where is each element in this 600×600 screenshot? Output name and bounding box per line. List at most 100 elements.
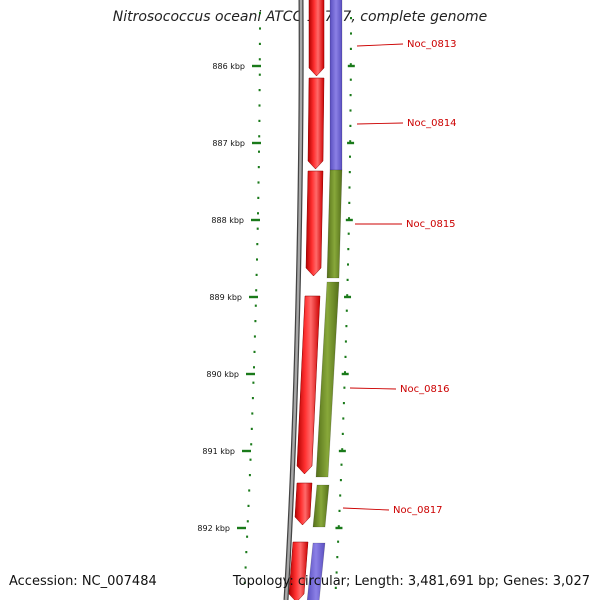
- minor-tick-dot: [255, 273, 258, 276]
- minor-tick-dot: [342, 417, 345, 420]
- cds-arrow: [305, 170, 324, 277]
- gene-label: Noc_0815: [406, 219, 456, 230]
- major-tick: [237, 526, 246, 530]
- minor-tick-dot: [344, 340, 347, 343]
- minor-tick-dot: [341, 448, 344, 451]
- major-tick-right: [347, 141, 355, 145]
- major-tick: [252, 141, 261, 145]
- minor-tick-dot: [257, 166, 260, 169]
- minor-tick-dot: [350, 17, 352, 20]
- minor-tick-dot: [247, 504, 250, 507]
- gene-leader-line: [356, 122, 404, 125]
- minor-tick-dot: [257, 212, 259, 215]
- minor-tick-dot: [341, 432, 344, 435]
- minor-tick-dot: [337, 540, 340, 543]
- minor-tick-dot: [349, 109, 352, 112]
- gene-label: Noc_0816: [400, 384, 450, 395]
- major-tick: [246, 372, 255, 376]
- major-tick-right: [335, 526, 343, 530]
- minor-tick-dot: [253, 366, 255, 369]
- major-tick-right: [338, 449, 346, 453]
- gene-label: Noc_0813: [407, 39, 457, 50]
- minor-tick-dot: [259, 12, 261, 15]
- minor-tick-dot: [250, 427, 253, 430]
- minor-tick-dot: [258, 89, 261, 92]
- cds-track: [288, 0, 325, 600]
- minor-tick-dot: [348, 201, 351, 204]
- minor-tick-dot: [248, 474, 251, 477]
- minor-tick-dot: [349, 78, 352, 81]
- minor-tick-dot: [347, 263, 349, 266]
- minor-tick-dot: [346, 278, 349, 281]
- major-tick-track: 886 kbp 887 kbp 888 kbp 889 kbp 890 kbp 891 k…: [197, 62, 355, 533]
- minor-tick-track-right: [334, 17, 352, 589]
- minor-tick-dot: [251, 397, 254, 400]
- minor-tick-dot: [348, 186, 351, 189]
- minor-tick-dot: [256, 227, 259, 230]
- major-tick: [249, 295, 258, 299]
- minor-tick-dot: [337, 525, 340, 528]
- major-tick-right: [347, 64, 355, 68]
- minor-tick-dot: [250, 443, 253, 446]
- minor-tick-dot: [258, 135, 261, 138]
- topology-summary: Topology: circular; Length: 3,481,691 bp…: [232, 574, 590, 589]
- minor-tick-dot: [349, 63, 352, 66]
- minor-tick-dot: [258, 119, 261, 122]
- minor-tick-dot: [243, 581, 246, 584]
- kbp-tick-label: 888 kbp: [211, 216, 244, 225]
- minor-tick-dot: [349, 124, 352, 127]
- minor-tick-dot: [343, 386, 346, 389]
- cds-arrow: [288, 541, 309, 600]
- minor-tick-dot: [335, 571, 338, 574]
- strand-segment-blue: [306, 542, 326, 600]
- minor-tick-dot: [258, 150, 260, 153]
- minor-tick-dot: [256, 243, 259, 246]
- minor-tick-dot: [259, 27, 261, 30]
- minor-tick-dot: [349, 94, 352, 97]
- minor-tick-dot: [349, 155, 351, 158]
- major-tick: [251, 218, 260, 222]
- minor-tick-dot: [349, 47, 352, 50]
- minor-tick-dot: [253, 350, 256, 353]
- minor-tick-dot: [257, 181, 260, 184]
- minor-tick-dot: [249, 458, 252, 461]
- minor-tick-dot: [244, 566, 247, 569]
- minor-tick-dot: [252, 381, 255, 384]
- strand-track: [306, 0, 343, 600]
- accession-label: Accession: NC_007484: [9, 574, 157, 589]
- minor-tick-dot: [342, 402, 345, 405]
- minor-tick-dot: [339, 479, 342, 482]
- minor-tick-dot: [348, 171, 351, 174]
- strand-segment-green: [315, 281, 340, 478]
- kbp-tick-label: 890 kbp: [206, 370, 239, 379]
- minor-tick-dot: [255, 289, 258, 292]
- minor-tick-dot: [248, 489, 251, 492]
- minor-tick-dot: [345, 309, 348, 312]
- major-tick: [242, 449, 251, 453]
- minor-tick-dot: [350, 32, 352, 35]
- minor-tick-track-left: [243, 12, 261, 584]
- minor-tick-dot: [347, 232, 350, 235]
- gene-label: Noc_0817: [393, 505, 443, 516]
- minor-tick-dot: [344, 371, 346, 374]
- minor-tick-dot: [245, 551, 248, 554]
- strand-segment-green: [312, 484, 330, 528]
- minor-tick-dot: [334, 586, 337, 589]
- minor-tick-dot: [336, 556, 339, 559]
- major-tick-right: [345, 218, 353, 222]
- gene-leader-line: [356, 43, 404, 47]
- minor-tick-dot: [347, 248, 350, 251]
- gene-label-track: Noc_0813 Noc_0814 Noc_0815 Noc_0816 Noc_0817: [342, 39, 457, 516]
- minor-tick-dot: [246, 520, 249, 523]
- minor-tick-dot: [251, 412, 254, 415]
- major-tick: [252, 64, 261, 68]
- gene-label: Noc_0814: [407, 118, 457, 129]
- minor-tick-dot: [256, 258, 258, 261]
- minor-tick-dot: [254, 320, 257, 323]
- major-tick-right: [344, 295, 352, 299]
- minor-tick-dot: [349, 140, 352, 143]
- minor-tick-dot: [258, 42, 261, 45]
- cds-arrow: [308, 0, 325, 77]
